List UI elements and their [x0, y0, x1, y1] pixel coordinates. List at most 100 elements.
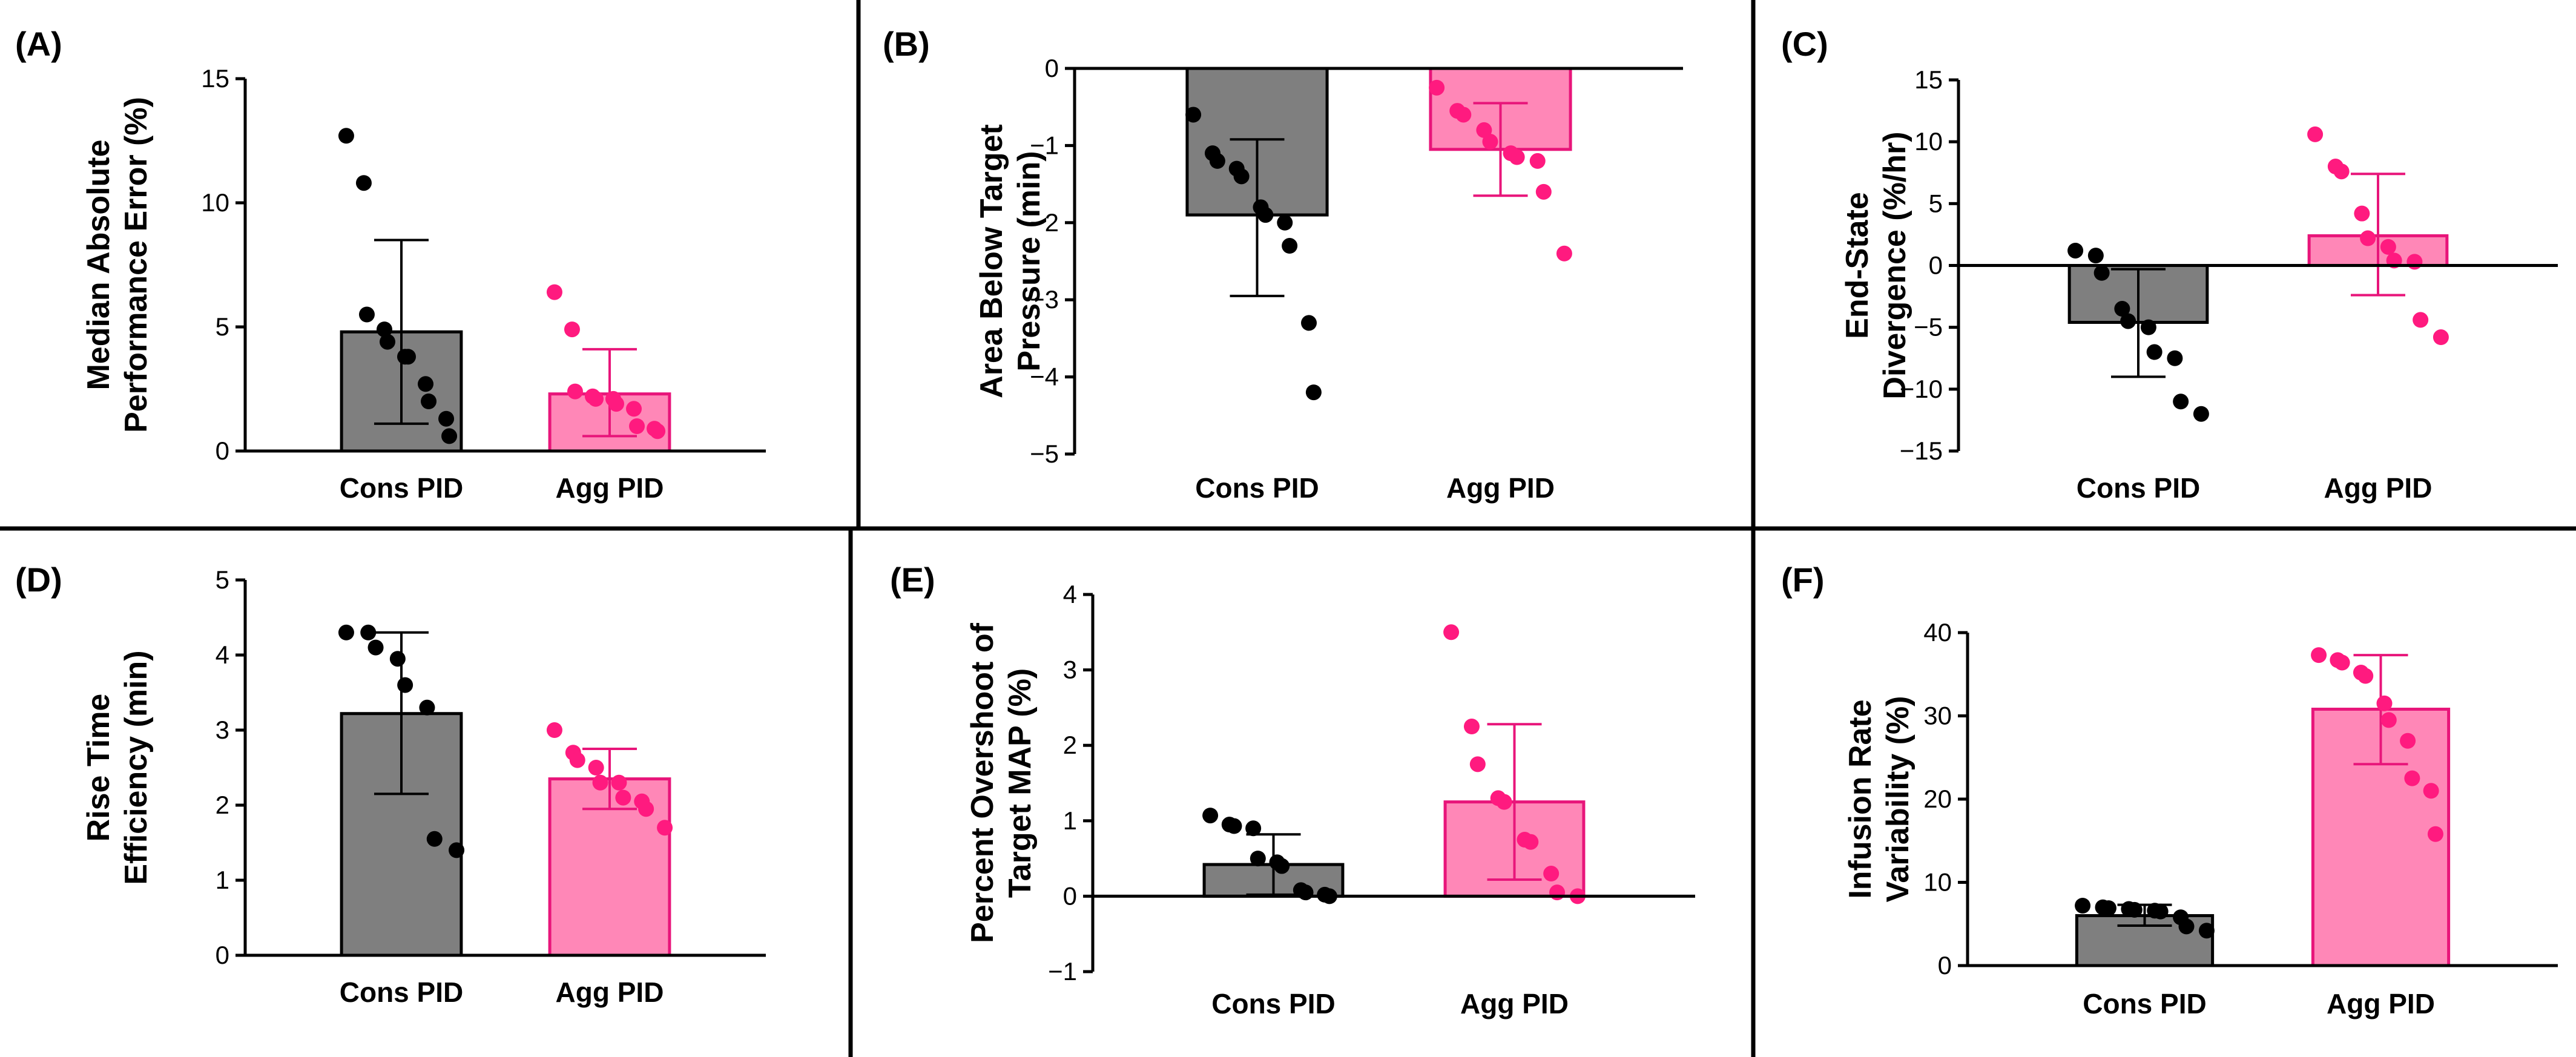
y-tick-label: 3: [216, 716, 229, 744]
data-point-cons: [1305, 384, 1322, 401]
data-point-agg: [587, 390, 604, 407]
data-point-cons: [421, 393, 437, 409]
y-axis-title: End-StateDivergence (%/hr): [1840, 131, 1912, 399]
data-point-agg: [2400, 733, 2416, 749]
data-point-agg: [2334, 654, 2350, 671]
data-point-cons: [2152, 903, 2169, 920]
data-point-cons: [2100, 900, 2116, 917]
data-point-cons: [1282, 238, 1298, 254]
data-point-agg: [2413, 312, 2429, 328]
data-point-cons: [1301, 315, 1317, 331]
x-category-label: Agg PID: [1446, 472, 1555, 504]
data-point-agg: [1549, 884, 1566, 901]
y-tick-label: 1: [216, 866, 229, 894]
data-point-cons: [1185, 107, 1202, 123]
data-point-cons: [441, 428, 458, 444]
data-point-agg: [1443, 624, 1460, 640]
data-point-cons: [2193, 406, 2209, 422]
data-point-cons: [397, 677, 413, 693]
chart-panel-0: (A) Median AbsolutePerformance Error (%) 0…: [15, 25, 766, 504]
x-category-label: Cons PID: [1211, 988, 1335, 1019]
data-point-cons: [1277, 214, 1293, 231]
panel-letter: (C): [1781, 25, 1828, 63]
data-point-agg: [1523, 834, 1539, 850]
data-point-cons: [2075, 898, 2091, 914]
panel-letter: (E): [890, 561, 935, 599]
data-point-cons: [1274, 858, 1290, 874]
y-axis-title-line: Rise Time: [81, 694, 116, 842]
y-tick-label: −1: [1048, 957, 1077, 986]
data-point-agg: [2380, 239, 2396, 255]
y-axis-title: Median AbsolutePerformance Error (%): [81, 97, 154, 433]
data-point-agg: [546, 284, 562, 300]
data-point-cons: [426, 831, 443, 847]
y-tick-label: 0: [1929, 251, 1943, 280]
data-point-agg: [546, 722, 562, 738]
data-point-cons: [376, 321, 392, 338]
data-point-agg: [2406, 254, 2423, 270]
y-tick-label: 20: [1923, 785, 1952, 813]
y-axis-title-line: Efficiency (min): [119, 650, 154, 884]
data-point-agg: [1482, 134, 1498, 150]
y-tick-label: 10: [1923, 868, 1952, 897]
data-point-cons: [2093, 265, 2110, 281]
y-tick-label: 30: [1923, 702, 1952, 730]
y-tick-label: 10: [1914, 127, 1943, 156]
data-point-agg: [2311, 647, 2327, 664]
data-point-agg: [1476, 122, 1492, 138]
data-point-cons: [2126, 901, 2143, 918]
chart-panel-1: (B) Area Below TargetPressure (min) −5 −4 −3…: [883, 25, 1683, 504]
data-point-cons: [2198, 923, 2215, 939]
x-category-label: Agg PID: [2324, 472, 2433, 504]
chart-panel-4: (E) Percent Overshoot ofTarget MAP (%) −1 0…: [890, 561, 1695, 1019]
data-point-cons: [1202, 808, 1219, 824]
data-point-agg: [2427, 826, 2443, 842]
data-point-agg: [611, 774, 627, 791]
y-axis-title-line: Divergence (%/hr): [1877, 131, 1912, 399]
y-tick-label: 5: [216, 565, 229, 594]
data-point-cons: [2146, 344, 2163, 360]
y-axis-title-line: Percent Overshoot of: [965, 622, 1000, 943]
panel-letter: (A): [15, 25, 62, 63]
x-category-label: Agg PID: [556, 976, 664, 1008]
y-tick-label: −4: [1030, 363, 1059, 391]
panel-letter: (F): [1781, 561, 1825, 599]
y-tick-label: 4: [216, 640, 229, 669]
data-point-cons: [367, 639, 384, 656]
y-tick-label: −10: [1900, 375, 1943, 403]
chart-panel-2: (C) End-StateDivergence (%/hr) −15 −10 −5 0 5 1…: [1781, 25, 2558, 504]
data-point-cons: [2178, 918, 2195, 935]
data-point-cons: [2173, 393, 2189, 410]
y-tick-label: 0: [1045, 54, 1059, 82]
y-tick-label: 3: [1063, 656, 1077, 684]
x-category-label: Agg PID: [556, 472, 664, 504]
data-point-cons: [419, 699, 435, 716]
data-point-cons: [449, 842, 465, 858]
data-point-agg: [2357, 668, 2374, 684]
data-point-cons: [1245, 820, 1262, 837]
y-tick-label: −2: [1030, 208, 1059, 237]
y-axis-title-line: Pressure (min): [1012, 151, 1047, 371]
y-tick-label: −5: [1914, 313, 1943, 341]
data-point-cons: [358, 306, 375, 323]
y-axis-title-line: Variability (%): [1880, 696, 1916, 903]
x-category-label: Cons PID: [2077, 472, 2200, 504]
data-point-cons: [2140, 319, 2156, 335]
y-tick-label: −15: [1900, 436, 1943, 465]
y-tick-label: 0: [216, 436, 229, 465]
data-point-agg: [564, 321, 580, 338]
y-tick-label: 2: [216, 791, 229, 819]
data-point-agg: [1556, 245, 1572, 262]
data-point-agg: [657, 820, 673, 836]
data-point-cons: [1250, 851, 1266, 867]
y-tick-label: 5: [216, 312, 229, 341]
data-point-agg: [592, 774, 608, 791]
data-point-cons: [438, 410, 455, 427]
data-point-cons: [400, 349, 417, 365]
y-tick-label: 15: [1914, 65, 1943, 94]
data-point-agg: [626, 401, 642, 417]
data-point-cons: [1233, 168, 1250, 185]
data-point-agg: [638, 801, 654, 817]
data-point-cons: [2167, 350, 2183, 366]
